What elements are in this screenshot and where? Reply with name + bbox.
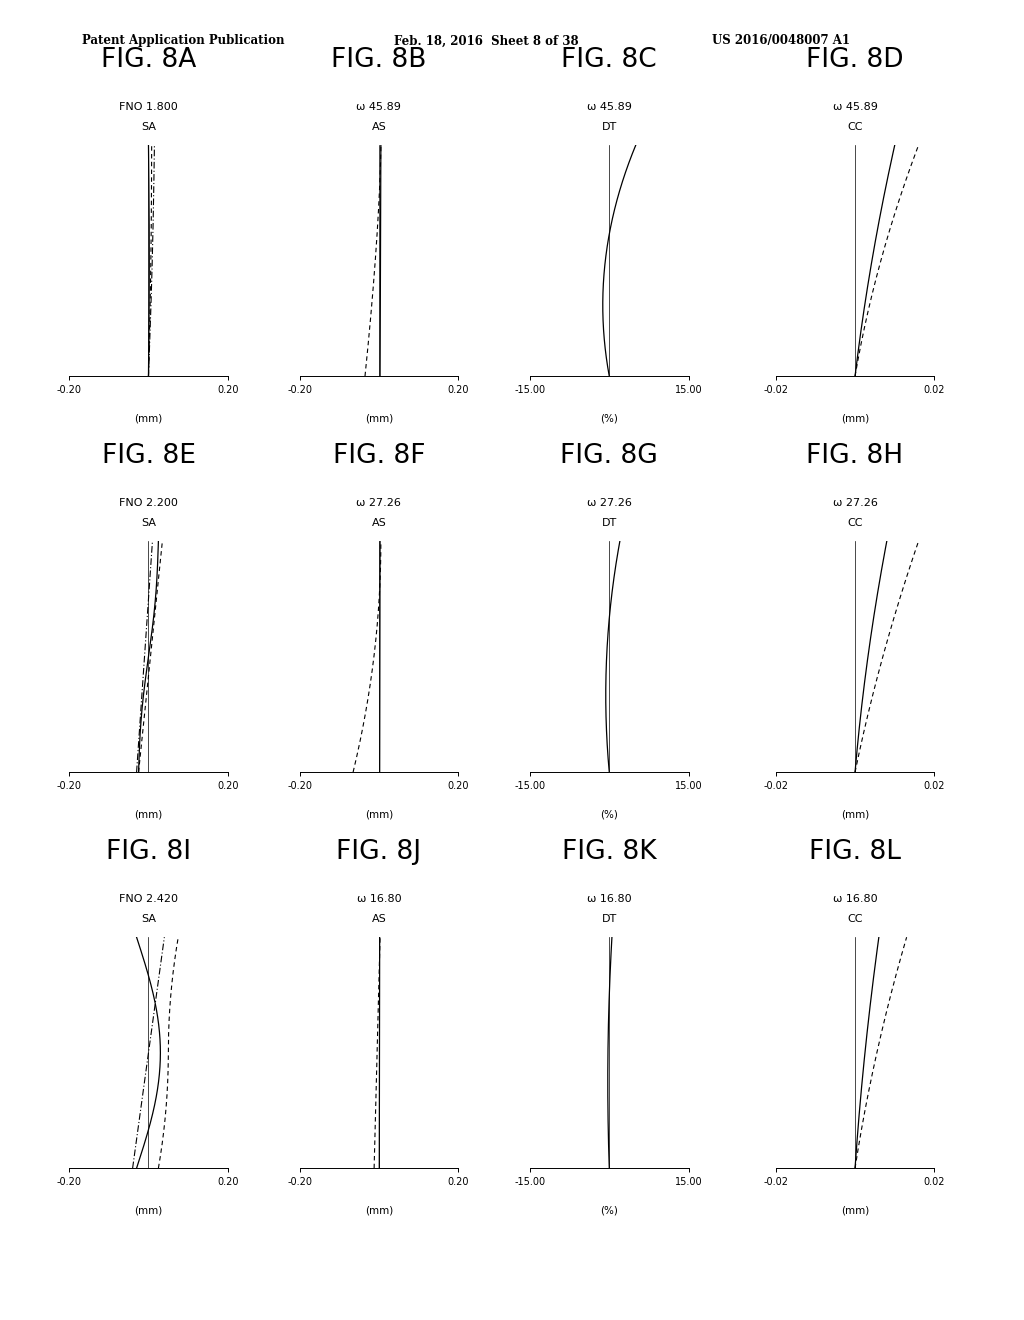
Text: FIG. 8E: FIG. 8E bbox=[101, 442, 196, 469]
Text: (mm): (mm) bbox=[134, 809, 163, 820]
Text: DT: DT bbox=[602, 517, 616, 528]
Text: (mm): (mm) bbox=[134, 413, 163, 424]
Text: CC: CC bbox=[847, 913, 863, 924]
Text: (mm): (mm) bbox=[841, 1205, 869, 1216]
Text: (mm): (mm) bbox=[841, 413, 869, 424]
Text: FIG. 8I: FIG. 8I bbox=[105, 838, 191, 865]
Text: FIG. 8L: FIG. 8L bbox=[809, 838, 901, 865]
Text: CC: CC bbox=[847, 121, 863, 132]
Text: FNO 1.800: FNO 1.800 bbox=[119, 102, 178, 112]
Text: Patent Application Publication: Patent Application Publication bbox=[82, 34, 285, 48]
Text: CC: CC bbox=[847, 517, 863, 528]
Text: (mm): (mm) bbox=[841, 809, 869, 820]
Text: Feb. 18, 2016  Sheet 8 of 38: Feb. 18, 2016 Sheet 8 of 38 bbox=[394, 34, 579, 48]
Text: DT: DT bbox=[602, 121, 616, 132]
Text: FIG. 8K: FIG. 8K bbox=[562, 838, 656, 865]
Text: SA: SA bbox=[141, 517, 156, 528]
Text: ω 27.26: ω 27.26 bbox=[587, 498, 632, 508]
Text: FIG. 8G: FIG. 8G bbox=[560, 442, 658, 469]
Text: FNO 2.200: FNO 2.200 bbox=[119, 498, 178, 508]
Text: FIG. 8H: FIG. 8H bbox=[807, 442, 903, 469]
Text: FIG. 8A: FIG. 8A bbox=[100, 46, 197, 73]
Text: FIG. 8B: FIG. 8B bbox=[331, 46, 427, 73]
Text: ω 16.80: ω 16.80 bbox=[356, 894, 401, 904]
Text: FNO 2.420: FNO 2.420 bbox=[119, 894, 178, 904]
Text: ω 16.80: ω 16.80 bbox=[833, 894, 878, 904]
Text: US 2016/0048007 A1: US 2016/0048007 A1 bbox=[712, 34, 850, 48]
Text: (%): (%) bbox=[600, 413, 618, 424]
Text: FIG. 8F: FIG. 8F bbox=[333, 442, 425, 469]
Text: (mm): (mm) bbox=[134, 1205, 163, 1216]
Text: ω 27.26: ω 27.26 bbox=[833, 498, 878, 508]
Text: FIG. 8J: FIG. 8J bbox=[336, 838, 422, 865]
Text: (mm): (mm) bbox=[365, 1205, 393, 1216]
Text: (mm): (mm) bbox=[365, 413, 393, 424]
Text: FIG. 8D: FIG. 8D bbox=[806, 46, 904, 73]
Text: ω 45.89: ω 45.89 bbox=[356, 102, 401, 112]
Text: AS: AS bbox=[372, 913, 386, 924]
Text: FIG. 8C: FIG. 8C bbox=[561, 46, 657, 73]
Text: SA: SA bbox=[141, 121, 156, 132]
Text: (%): (%) bbox=[600, 1205, 618, 1216]
Text: DT: DT bbox=[602, 913, 616, 924]
Text: ω 45.89: ω 45.89 bbox=[587, 102, 632, 112]
Text: ω 16.80: ω 16.80 bbox=[587, 894, 632, 904]
Text: SA: SA bbox=[141, 913, 156, 924]
Text: (mm): (mm) bbox=[365, 809, 393, 820]
Text: ω 27.26: ω 27.26 bbox=[356, 498, 401, 508]
Text: ω 45.89: ω 45.89 bbox=[833, 102, 878, 112]
Text: (%): (%) bbox=[600, 809, 618, 820]
Text: AS: AS bbox=[372, 517, 386, 528]
Text: AS: AS bbox=[372, 121, 386, 132]
